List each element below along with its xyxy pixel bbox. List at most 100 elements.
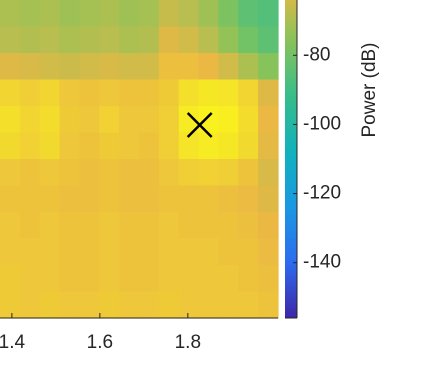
heatmap-cell [218,79,239,107]
heatmap-cell [119,291,140,319]
heatmap-cell [19,0,41,28]
heatmap-cell [59,53,81,81]
heatmap-cell [218,26,239,54]
heatmap-cell [59,291,81,319]
heatmap-cell [139,132,160,160]
heatmap-cell [198,265,220,293]
heatmap-cell [39,291,61,319]
heatmap-cell [59,26,81,54]
heatmap-cell [178,0,200,28]
heatmap-cell [198,238,220,266]
heatmap-cell [139,0,160,28]
heatmap-cell [238,291,259,319]
colorbar-tick-label: -120 [303,183,341,204]
heatmap-cell [198,106,220,134]
heatmap-cell [119,238,140,266]
heatmap-cell [158,185,180,213]
heatmap-cell [218,132,239,160]
heatmap-cell [238,185,259,213]
heatmap-cell [39,212,61,240]
heatmap-cell [19,26,41,54]
heatmap-cell [158,132,180,160]
heatmap-cell [0,132,21,160]
heatmap-cell [79,185,100,213]
heatmap-cell [258,291,279,319]
heatmap-cell [19,265,41,293]
heatmap-cell [19,159,41,187]
heatmap-cell [238,26,259,54]
heatmap-cell [178,212,200,240]
colorbar-tick-label: -80 [303,44,330,65]
heatmap-cell [139,106,160,134]
heatmap-cell [99,238,120,266]
heatmap-cell [119,212,140,240]
heatmap-cell [178,265,200,293]
heatmap-cell [218,212,239,240]
heatmap-cell [139,53,160,81]
heatmap-cell [119,53,140,81]
heatmap-cell [218,0,239,28]
heatmap-cell [99,185,120,213]
heatmap-cell [218,265,239,293]
heatmap-cell [178,53,200,81]
heatmap-cell [19,106,41,134]
heatmap-cell [59,132,81,160]
heatmap-cell [218,238,239,266]
heatmap-cell [39,79,61,107]
heatmap-cell [0,265,21,293]
heatmap-cell [158,26,180,54]
heatmap-cell [238,132,259,160]
heatmap-cell [0,212,21,240]
heatmap-cell [79,132,100,160]
colorbar-label: Power (dB) [359,42,380,137]
heatmap-cell [19,132,41,160]
heatmap-cell [178,238,200,266]
x-tick-label: 1.8 [175,332,201,353]
heatmap-cell [79,159,100,187]
heatmap-cell [158,291,180,319]
heatmap-cell [258,238,279,266]
heatmap-cell [258,26,279,54]
heatmap-cell [19,185,41,213]
heatmap-cell [178,26,200,54]
heatmap-cell [218,106,239,134]
heatmap-cell [99,79,120,107]
heatmap-cell [39,185,61,213]
heatmap-cell [119,132,140,160]
heatmap-cell [258,132,279,160]
heatmap-cell [218,291,239,319]
heatmap-cell [0,79,21,107]
heatmap-cell [119,265,140,293]
heatmap-cell [79,106,100,134]
heatmap-cell [258,159,279,187]
heatmap-cell [178,185,200,213]
heatmap-cell [178,291,200,319]
heatmap [0,0,279,319]
heatmap-cell [218,53,239,81]
heatmap-cell [119,185,140,213]
heatmap-cell [59,212,81,240]
heatmap-cell [238,238,259,266]
heatmap-cell [39,159,61,187]
heatmap-cell [119,0,140,28]
heatmap-cell [238,79,259,107]
heatmap-cell [39,238,61,266]
heatmap-cell [0,159,21,187]
heatmap-cell [119,159,140,187]
heatmap-cell [119,79,140,107]
heatmap-cell [139,291,160,319]
heatmap-cell [79,212,100,240]
heatmap-cell [178,79,200,107]
heatmap-cell [0,185,21,213]
heatmap-cell [158,53,180,81]
heatmap-cell [99,132,120,160]
heatmap-cell [198,159,220,187]
heatmap-cell [158,0,180,28]
heatmap-cell [59,185,81,213]
heatmap-cell [258,79,279,107]
x-tick-label: 1.6 [87,332,113,353]
heatmap-cell [158,212,180,240]
heatmap-cell [79,265,100,293]
heatmap-cell [19,53,41,81]
